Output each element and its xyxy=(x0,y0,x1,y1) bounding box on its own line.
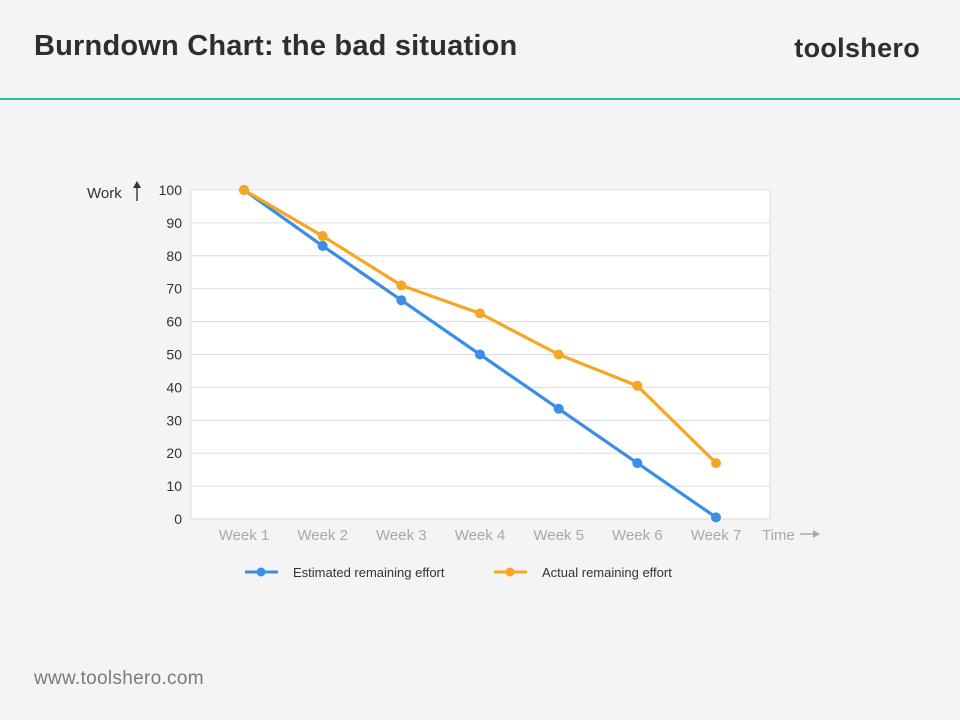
x-tick-label: Week 6 xyxy=(612,527,663,544)
legend-label-estimated: Estimated remaining effort xyxy=(293,565,445,580)
x-axis-ticks: Week 1 Week 2 Week 3 Week 4 Week 5 Week 6 Week… xyxy=(219,527,742,544)
y-tick-label: 90 xyxy=(166,215,182,231)
data-point-actual[interactable] xyxy=(711,458,721,469)
data-point-estimated[interactable] xyxy=(711,512,721,523)
y-axis-ticks: 0 10 20 30 40 50 60 70 80 90 100 xyxy=(159,182,183,527)
legend-label-actual: Actual remaining effort xyxy=(542,565,672,580)
y-tick-label: 20 xyxy=(166,445,182,461)
x-tick-label: Week 1 xyxy=(219,527,270,544)
series-layer xyxy=(239,185,721,523)
footer-url: www.toolshero.com xyxy=(34,668,204,689)
legend-item-estimated[interactable]: Estimated remaining effort xyxy=(245,565,445,580)
data-point-actual[interactable] xyxy=(475,308,485,319)
x-axis-label: Time xyxy=(762,527,795,544)
y-tick-label: 50 xyxy=(166,347,182,363)
page-title: Burndown Chart: the bad situation xyxy=(34,30,518,62)
y-tick-label: 60 xyxy=(166,314,182,330)
data-point-estimated[interactable] xyxy=(632,458,643,469)
x-tick-label: Week 3 xyxy=(376,527,427,544)
y-tick-label: 100 xyxy=(159,182,183,198)
data-point-actual[interactable] xyxy=(396,280,407,291)
x-tick-label: Week 2 xyxy=(297,527,348,544)
x-tick-label: Week 4 xyxy=(455,527,506,544)
data-point-actual[interactable] xyxy=(317,231,328,242)
data-point-actual[interactable] xyxy=(553,349,564,360)
y-axis-arrow-icon xyxy=(133,181,141,201)
y-axis-label: Work xyxy=(87,185,122,202)
data-point-estimated[interactable] xyxy=(317,240,328,251)
x-tick-label: Week 5 xyxy=(533,527,584,544)
brand-logo: toolshero xyxy=(794,33,920,63)
header-bar: Burndown Chart: the bad situation toolsh… xyxy=(0,0,960,100)
data-point-actual[interactable] xyxy=(239,185,249,195)
x-tick-label: Week 7 xyxy=(691,527,742,544)
legend-marker-estimated xyxy=(256,567,266,577)
y-tick-label: 80 xyxy=(166,248,182,264)
x-axis-arrow-icon xyxy=(800,530,820,538)
data-point-estimated[interactable] xyxy=(553,403,564,414)
legend: Estimated remaining effort Actual remain… xyxy=(245,565,672,580)
data-point-estimated[interactable] xyxy=(475,349,485,360)
y-tick-label: 70 xyxy=(166,281,182,297)
legend-marker-actual xyxy=(505,567,515,577)
data-point-estimated[interactable] xyxy=(396,295,407,306)
data-point-actual[interactable] xyxy=(632,380,643,391)
y-tick-label: 0 xyxy=(174,511,182,527)
y-tick-label: 40 xyxy=(166,379,182,395)
y-tick-label: 10 xyxy=(166,478,182,494)
legend-item-actual[interactable]: Actual remaining effort xyxy=(494,565,672,580)
y-tick-label: 30 xyxy=(166,412,182,428)
